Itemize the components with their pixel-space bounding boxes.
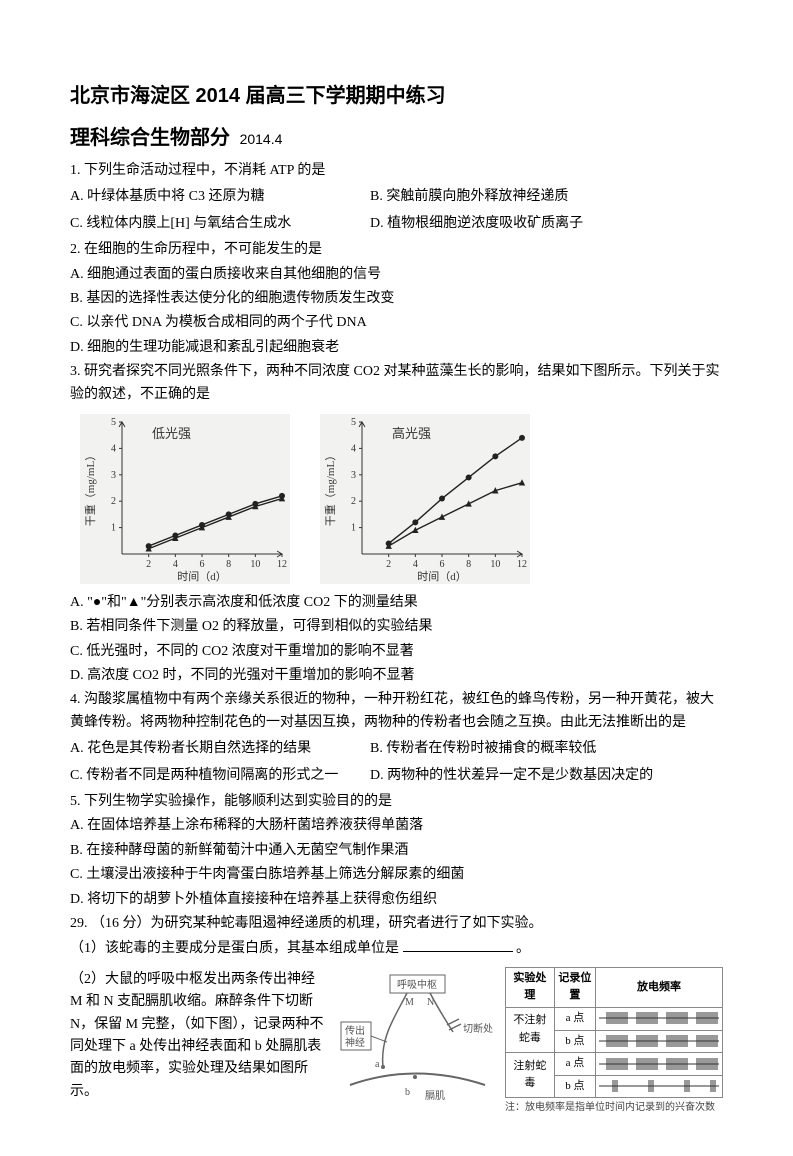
q29-table-note: 注：放电频率是指单位时间内记录到的兴奋次数 <box>505 1100 723 1116</box>
table-header: 实验处理 <box>506 967 555 1007</box>
q2-stem: 2. 在细胞的生命历程中，不可能发生的是 <box>70 239 723 261</box>
q3-opt-b: B. 若相同条件下测量 O2 的释放量，可得到相似的实验结果 <box>70 616 723 638</box>
svg-text:高光强: 高光强 <box>392 426 431 441</box>
exam-date: 2014.4 <box>240 131 283 147</box>
q3-stem: 3. 研究者探究不同光照条件下，两种不同浓度 CO2 对某种蓝藻生长的影响，结果… <box>70 361 723 406</box>
table-header: 记录位置 <box>554 967 595 1007</box>
svg-text:10: 10 <box>490 559 500 570</box>
table-row: 注射蛇毒a 点 <box>506 1053 723 1076</box>
svg-text:3: 3 <box>111 470 116 481</box>
svg-text:传出: 传出 <box>345 1024 365 1037</box>
q29-result-table: 实验处理记录位置放电频率不注射蛇毒a 点b 点注射蛇毒a 点b 点 <box>505 967 723 1099</box>
svg-text:2: 2 <box>111 496 116 507</box>
svg-text:6: 6 <box>440 559 445 570</box>
svg-text:1: 1 <box>351 523 356 534</box>
svg-text:6: 6 <box>200 559 205 570</box>
q4-opt-c: C. 传粉者不同是两种植物间隔离的形式之一 <box>70 765 370 787</box>
svg-text:干重（mg/mL）: 干重（mg/mL） <box>83 450 97 526</box>
q4-stem: 4. 沟酸浆属植物中有两个亲缘关系很近的物种，一种开粉红花，被红色的蜂鸟传粉，另… <box>70 689 723 734</box>
q5-opt-b: B. 在接种酵母菌的新鲜葡萄汁中通入无菌空气制作果酒 <box>70 840 723 862</box>
svg-text:时间（d）: 时间（d） <box>417 570 467 583</box>
svg-text:神经: 神经 <box>345 1036 365 1049</box>
q5-opt-d: D. 将切下的胡萝卜外植体直接接种在培养基上获得愈伤组织 <box>70 889 723 911</box>
q5-opt-a: A. 在固体培养基上涂布稀释的大肠杆菌培养液获得单菌落 <box>70 815 723 837</box>
q4-opt-d: D. 两物种的性状差异一定不是少数基因决定的 <box>370 765 670 787</box>
q5-opt-c: C. 土壤浸出液接种于牛肉膏蛋白胨培养基上筛选分解尿素的细菌 <box>70 864 723 886</box>
q3-opt-a: A. "●"和"▲"分别表示高浓度和低浓度 CO2 下的测量结果 <box>70 592 723 614</box>
q1-opt-c: C. 线粒体内膜上[H] 与氧结合生成水 <box>70 213 370 235</box>
q4-opt-a: A. 花色是其传粉者长期自然选择的结果 <box>70 738 370 760</box>
svg-text:5: 5 <box>111 417 116 428</box>
q29-nerve-diagram: 呼吸中枢MN切断处传出神经ab膈肌 <box>335 967 495 1115</box>
q3-chart-right: 2468101212345时间（d）干重（mg/mL）高光强 <box>320 414 530 584</box>
svg-text:膈肌: 膈肌 <box>425 1090 445 1102</box>
q1-opt-a: A. 叶绿体基质中将 C3 还原为糖 <box>70 186 370 208</box>
svg-text:低光强: 低光强 <box>152 426 191 441</box>
q2-opt-d: D. 细胞的生理功能减退和紊乱引起细胞衰老 <box>70 337 723 359</box>
svg-text:1: 1 <box>111 523 116 534</box>
svg-text:2: 2 <box>146 559 151 570</box>
svg-text:呼吸中枢: 呼吸中枢 <box>397 978 437 991</box>
svg-text:b: b <box>405 1087 410 1098</box>
q3-chart-row: 2468101212345时间（d）干重（mg/mL）低光强 246810121… <box>80 414 723 584</box>
svg-text:2: 2 <box>351 496 356 507</box>
q4-opt-b: B. 传粉者在传粉时被捕食的概率较低 <box>370 738 670 760</box>
svg-text:干重（mg/mL）: 干重（mg/mL） <box>323 450 337 526</box>
q1-opt-d: D. 植物根细胞逆浓度吸收矿质离子 <box>370 213 670 235</box>
svg-text:a: a <box>375 1059 380 1070</box>
q29-p2: （2）大鼠的呼吸中枢发出两条传出神经 M 和 N 支配膈肌收缩。麻醉条件下切断 … <box>70 969 325 1103</box>
q29-stem: 29. （16 分）为研究某种蛇毒阻遏神经递质的机理，研究者进行了如下实验。 <box>70 913 723 935</box>
fill-blank[interactable] <box>403 937 513 952</box>
svg-text:时间（d）: 时间（d） <box>177 570 227 583</box>
svg-text:M: M <box>405 997 414 1008</box>
svg-text:12: 12 <box>517 559 527 570</box>
q3-opt-d: D. 高浓度 CO2 时，不同的光强对干重增加的影响不显著 <box>70 665 723 687</box>
svg-text:4: 4 <box>111 443 116 454</box>
page-title-2: 理科综合生物部分 2014.4 <box>70 122 723 154</box>
svg-text:3: 3 <box>351 470 356 481</box>
svg-text:切断处: 切断处 <box>463 1022 493 1035</box>
svg-text:4: 4 <box>413 559 418 570</box>
q29-result-table-wrap: 实验处理记录位置放电频率不注射蛇毒a 点b 点注射蛇毒a 点b 点 注：放电频率… <box>505 967 723 1117</box>
svg-text:8: 8 <box>226 559 231 570</box>
q2-opt-c: C. 以亲代 DNA 为模板合成相同的两个子代 DNA <box>70 312 723 334</box>
table-row: 不注射蛇毒a 点 <box>506 1007 723 1030</box>
q1-opt-b: B. 突触前膜向胞外释放神经递质 <box>370 186 670 208</box>
q3-chart-left: 2468101212345时间（d）干重（mg/mL）低光强 <box>80 414 290 584</box>
q2-opt-b: B. 基因的选择性表达使分化的细胞遗传物质发生改变 <box>70 288 723 310</box>
svg-text:10: 10 <box>250 559 260 570</box>
svg-text:8: 8 <box>466 559 471 570</box>
q2-opt-a: A. 细胞通过表面的蛋白质接收来自其他细胞的信号 <box>70 264 723 286</box>
q29-p1-tail: 。 <box>516 941 530 956</box>
svg-text:12: 12 <box>277 559 287 570</box>
q29-p1-text: （1）该蛇毒的主要成分是蛋白质，其基本组成单位是 <box>70 941 399 956</box>
svg-text:2: 2 <box>386 559 391 570</box>
table-header: 放电频率 <box>595 967 722 1007</box>
subject-title: 理科综合生物部分 <box>70 127 230 149</box>
svg-text:4: 4 <box>351 443 356 454</box>
page-title-1: 北京市海淀区 2014 届高三下学期期中练习 <box>70 80 723 112</box>
q5-stem: 5. 下列生物学实验操作，能够顺利达到实验目的的是 <box>70 791 723 813</box>
svg-text:5: 5 <box>351 417 356 428</box>
q29-figure-row: （2）大鼠的呼吸中枢发出两条传出神经 M 和 N 支配膈肌收缩。麻醉条件下切断 … <box>70 967 723 1117</box>
svg-text:4: 4 <box>173 559 178 570</box>
q29-p1: （1）该蛇毒的主要成分是蛋白质，其基本组成单位是 。 <box>70 937 723 960</box>
q3-opt-c: C. 低光强时，不同的 CO2 浓度对干重增加的影响不显著 <box>70 641 723 663</box>
q1-stem: 1. 下列生命活动过程中，不消耗 ATP 的是 <box>70 160 723 182</box>
